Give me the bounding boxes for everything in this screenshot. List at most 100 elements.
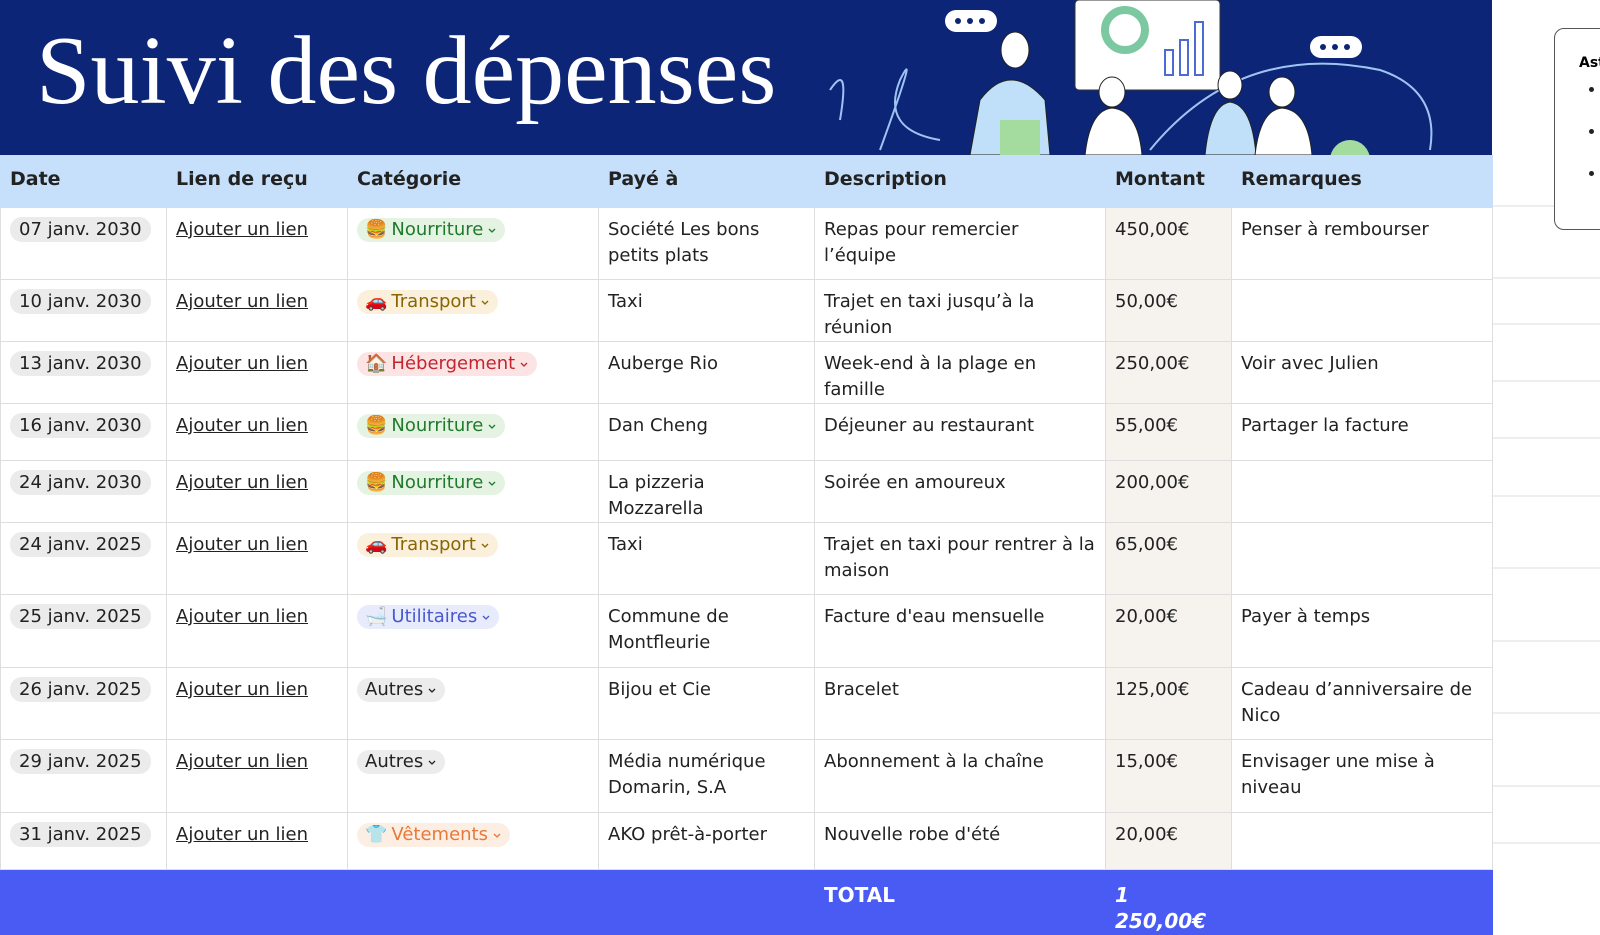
remark-text: Voir avec Julien — [1241, 353, 1379, 374]
chevron — [488, 424, 496, 429]
side-panel-title: Ast — [1579, 55, 1600, 71]
category-dropdown[interactable]: 🏠 Hébergement — [357, 352, 538, 376]
category-label: Nourriture — [391, 472, 484, 493]
receipt-link[interactable]: Ajouter un lien — [176, 606, 309, 627]
receipt-link[interactable]: Ajouter un lien — [176, 415, 309, 436]
category-icon: 🍔 — [365, 415, 388, 436]
expense-row: 16 janv. 2030 Ajouter un lien 🍔 Nourriture D… — [0, 403, 1493, 461]
chevron — [520, 362, 528, 367]
chevron — [481, 543, 489, 548]
date-cell: 24 janv. 2025 — [0, 522, 167, 595]
receipt-link[interactable]: Ajouter un lien — [176, 679, 309, 700]
receipt-link[interactable]: Ajouter un lien — [176, 824, 309, 845]
category-dropdown[interactable]: Autres — [357, 678, 446, 702]
amount-cell: 125,00€ — [1105, 667, 1232, 740]
category-label: Utilitaires — [391, 606, 478, 627]
total-label: TOTAL — [814, 869, 1106, 935]
remark-cell — [1231, 460, 1493, 523]
column-header: Catégorie — [347, 155, 599, 208]
remark-text: Payer à temps — [1241, 606, 1371, 627]
remark-text: Cadeau d’anniversaire de Nico — [1241, 679, 1473, 726]
receipt-cell: Ajouter un lien — [166, 594, 348, 668]
receipt-cell: Ajouter un lien — [166, 522, 348, 595]
amount-cell: 20,00€ — [1105, 594, 1232, 668]
category-dropdown[interactable]: 🍔 Nourriture — [357, 471, 506, 495]
category-icon: 🏠 — [365, 353, 388, 374]
category-dropdown[interactable]: 👕 Vêtements — [357, 823, 510, 847]
receipt-link[interactable]: Ajouter un lien — [176, 751, 309, 772]
remark-cell: Envisager une mise à niveau — [1231, 739, 1493, 813]
column-header: Description — [814, 155, 1106, 208]
date-cell: 16 janv. 2030 — [0, 403, 167, 461]
paid-to-cell: Bijou et Cie — [598, 667, 815, 740]
paid-to-cell: Dan Cheng — [598, 403, 815, 461]
column-header: Montant — [1105, 155, 1232, 208]
paid-to-cell: AKO prêt-à-porter — [598, 812, 815, 870]
description-cell: Bracelet — [814, 667, 1106, 740]
category-cell: 🍔 Nourriture — [347, 207, 599, 280]
category-label: Transport — [391, 534, 476, 555]
category-icon: 🚗 — [365, 534, 388, 555]
description-cell: Repas pour remercier l’équipe — [814, 207, 1106, 280]
category-label: Autres — [365, 679, 424, 700]
receipt-cell: Ajouter un lien — [166, 279, 348, 342]
description-cell: Déjeuner au restaurant — [814, 403, 1106, 461]
category-dropdown[interactable]: 🍔 Nourriture — [357, 414, 506, 438]
chevron — [428, 760, 436, 765]
expense-row: 13 janv. 2030 Ajouter un lien 🏠 Hébergement… — [0, 341, 1493, 404]
receipt-cell: Ajouter un lien — [166, 403, 348, 461]
chevron — [428, 688, 436, 693]
amount-cell: 200,00€ — [1105, 460, 1232, 523]
date-chip: 13 janv. 2030 — [10, 351, 151, 376]
description-cell: Soirée en amoureux — [814, 460, 1106, 523]
receipt-link[interactable]: Ajouter un lien — [176, 219, 309, 240]
category-dropdown[interactable]: Autres — [357, 750, 446, 774]
expense-row: 07 janv. 2030 Ajouter un lien 🍔 Nourriture S… — [0, 207, 1493, 280]
empty-grid — [1492, 205, 1600, 844]
description-cell: Facture d'eau mensuelle — [814, 594, 1106, 668]
category-icon: 👕 — [365, 824, 388, 845]
expense-row: 24 janv. 2025 Ajouter un lien 🚗 Transport Ta… — [0, 522, 1493, 595]
total-spacer — [0, 869, 815, 935]
date-chip: 26 janv. 2025 — [10, 677, 151, 702]
expense-row: 26 janv. 2025 Ajouter un lien Autres Bijou … — [0, 667, 1493, 740]
expense-row: 24 janv. 2030 Ajouter un lien 🍔 Nourriture L… — [0, 460, 1493, 523]
category-cell: 🍔 Nourriture — [347, 403, 599, 461]
paid-to-cell: Taxi — [598, 522, 815, 595]
page-title: Suivi des dépenses — [36, 17, 777, 125]
category-cell: 🏠 Hébergement — [347, 341, 599, 404]
bullet — [1589, 87, 1594, 92]
paid-to-cell: Commune de Montfleurie — [598, 594, 815, 668]
date-cell: 26 janv. 2025 — [0, 667, 167, 740]
remark-text: Envisager une mise à niveau — [1241, 751, 1435, 798]
column-header: Remarques — [1231, 155, 1493, 208]
description-cell: Abonnement à la chaîne — [814, 739, 1106, 813]
paid-to-cell: Taxi — [598, 279, 815, 342]
category-dropdown[interactable]: 🚗 Transport — [357, 533, 498, 557]
category-label: Nourriture — [391, 219, 484, 240]
category-label: Transport — [391, 291, 476, 312]
chevron — [493, 833, 501, 838]
remark-text: Penser à rembourser — [1241, 219, 1429, 240]
expense-table: Date Lien de reçu Catégorie Payé à Descripti… — [0, 155, 1493, 935]
receipt-link[interactable]: Ajouter un lien — [176, 472, 309, 493]
amount-cell: 250,00€ — [1105, 341, 1232, 404]
description-cell: Trajet en taxi jusqu’à la réunion — [814, 279, 1106, 342]
receipt-link[interactable]: Ajouter un lien — [176, 534, 309, 555]
side-panel: Ast — [1554, 28, 1600, 230]
category-dropdown[interactable]: 🛁 Utilitaires — [357, 605, 500, 629]
date-chip: 25 janv. 2025 — [10, 604, 151, 629]
category-dropdown[interactable]: 🍔 Nourriture — [357, 218, 506, 242]
receipt-link[interactable]: Ajouter un lien — [176, 353, 309, 374]
total-value: 1 250,00€ — [1105, 869, 1232, 935]
description-cell: Trajet en taxi pour rentrer à la maison — [814, 522, 1106, 595]
date-chip: 24 janv. 2025 — [10, 532, 151, 557]
receipt-link[interactable]: Ajouter un lien — [176, 291, 309, 312]
header-banner: Suivi des dépenses — [0, 0, 1492, 155]
description-cell: Week-end à la plage en famille — [814, 341, 1106, 404]
category-dropdown[interactable]: 🚗 Transport — [357, 290, 498, 314]
date-chip: 24 janv. 2030 — [10, 470, 151, 495]
date-cell: 31 janv. 2025 — [0, 812, 167, 870]
remark-cell: Penser à rembourser — [1231, 207, 1493, 280]
